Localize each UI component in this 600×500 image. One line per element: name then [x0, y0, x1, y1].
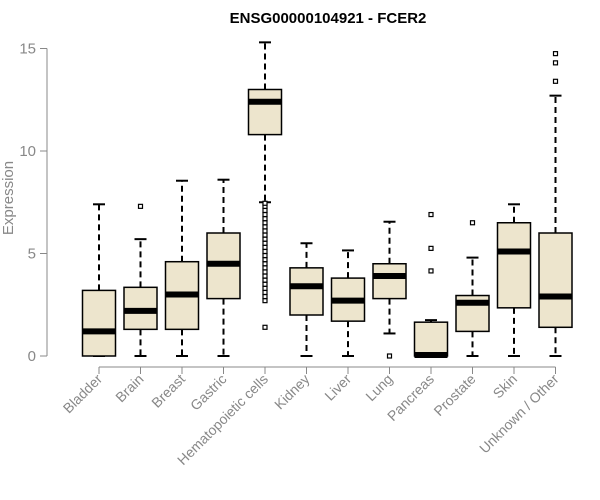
outlier-hematopoietic-cells-20 [262, 220, 268, 226]
outlier-hematopoietic-cells-8 [262, 269, 268, 275]
y-tick-label-0: 0 [28, 348, 36, 365]
x-tick-label-kidney: Kidney [271, 371, 313, 413]
outlier-lung-0 [386, 353, 393, 359]
outlier-unknown-other-1 [552, 60, 559, 66]
outlier-hematopoietic-cells-15 [262, 240, 268, 246]
outlier-hematopoietic-cells-22 [262, 211, 268, 218]
box-kidney [289, 267, 324, 316]
outlier-hematopoietic-cells-12 [262, 252, 268, 259]
outlier-hematopoietic-cells-18 [262, 228, 268, 234]
outlier-unknown-other-2 [552, 51, 559, 57]
x-tick-label-skin: Skin [490, 371, 521, 402]
outlier-hematopoietic-cells-9 [262, 265, 268, 271]
outlier-hematopoietic-cells-5 [262, 281, 268, 287]
box-bladder [81, 289, 117, 357]
outlier-hematopoietic-cells-13 [262, 248, 268, 255]
box-pancreas [413, 321, 449, 357]
outlier-hematopoietic-cells-14 [262, 244, 268, 250]
x-tick-label-lung: Lung [362, 371, 395, 404]
x-tick-label-unknown-other: Unknown / Other [476, 371, 562, 457]
outlier-pancreas-2 [428, 211, 434, 218]
outlier-hematopoietic-cells-17 [262, 232, 268, 238]
outlier-hematopoietic-cells-25 [262, 200, 268, 206]
y-tick-label-15: 15 [19, 41, 36, 58]
outlier-hematopoietic-cells-4 [262, 285, 268, 291]
x-tick-label-prostate: Prostate [430, 371, 478, 419]
box-unknown-other [538, 232, 573, 329]
outlier-hematopoietic-cells-3 [262, 289, 268, 296]
outlier-pancreas-0 [428, 268, 434, 274]
outlier-hematopoietic-cells-1 [262, 298, 268, 304]
box-skin [496, 222, 532, 309]
outlier-hematopoietic-cells-7 [262, 273, 268, 279]
outlier-hematopoietic-cells-16 [262, 236, 268, 242]
outlier-pancreas-1 [428, 245, 434, 251]
outlier-brain-0 [137, 203, 144, 209]
outlier-prostate-0 [469, 220, 476, 226]
outlier-hematopoietic-cells-23 [262, 207, 268, 214]
y-tick-label-10: 10 [19, 143, 36, 160]
x-tick-label-bladder: Bladder [60, 371, 106, 417]
x-tick-label-liver: Liver [321, 371, 354, 404]
outlier-hematopoietic-cells-0 [262, 324, 268, 330]
box-lung [372, 263, 407, 300]
outlier-hematopoietic-cells-2 [262, 293, 268, 300]
y-axis-label: Expression [0, 161, 17, 235]
outlier-hematopoietic-cells-6 [262, 277, 268, 283]
outlier-hematopoietic-cells-21 [262, 216, 268, 222]
chart-title: ENSG00000104921 - FCER2 [230, 10, 427, 27]
x-tick-label-brain: Brain [112, 371, 146, 405]
outlier-hematopoietic-cells-10 [262, 261, 268, 267]
y-tick-label-5: 5 [28, 246, 36, 263]
outlier-hematopoietic-cells-19 [262, 224, 268, 230]
box-hematopoietic-cells [247, 88, 283, 136]
x-tick-label-breast: Breast [148, 371, 188, 411]
outlier-unknown-other-0 [552, 78, 559, 84]
outlier-hematopoietic-cells-11 [262, 257, 268, 263]
